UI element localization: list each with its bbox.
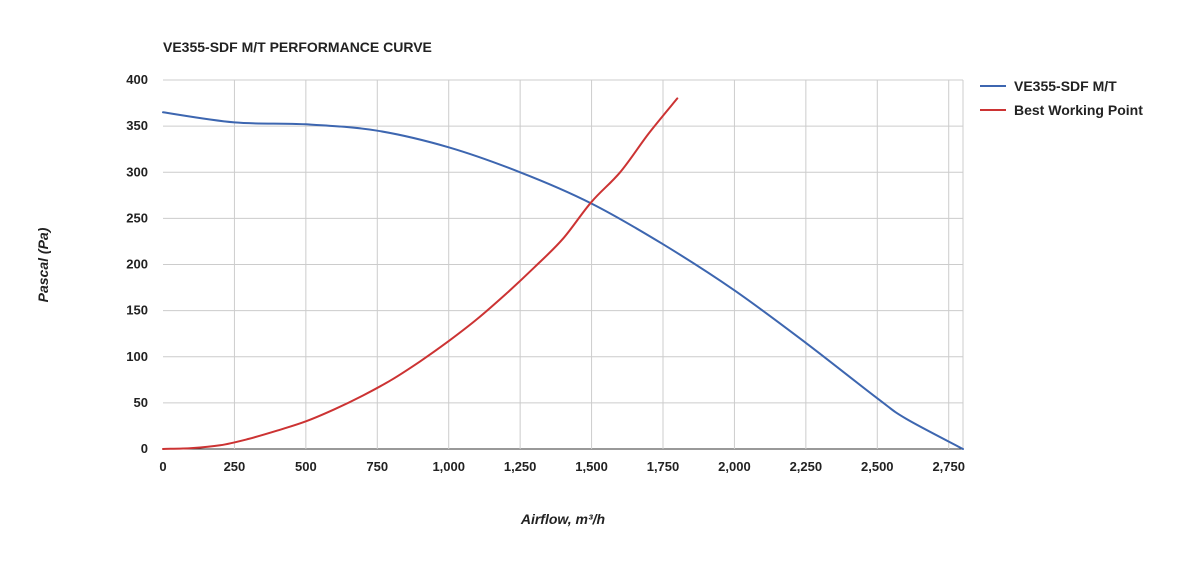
- y-tick-label: 200: [126, 257, 148, 272]
- x-axis-ticks: 0 250 500 750 1,000 1,250 1,500 1,750 2,000 2,250…: [159, 459, 965, 474]
- y-tick-label: 400: [126, 72, 148, 87]
- y-tick-label: 50: [134, 395, 148, 410]
- x-tick-label: 1,750: [647, 459, 680, 474]
- legend-label: Best Working Point: [1014, 102, 1143, 118]
- y-tick-label: 100: [126, 349, 148, 364]
- x-axis-title: Airflow, m³/h: [520, 511, 605, 527]
- legend-label: VE355-SDF M/T: [1014, 78, 1117, 94]
- x-tick-label: 2,500: [861, 459, 894, 474]
- x-tick-label: 750: [366, 459, 388, 474]
- y-tick-label: 300: [126, 164, 148, 179]
- x-tick-label: 2,750: [932, 459, 965, 474]
- y-tick-label: 0: [141, 441, 148, 456]
- x-tick-label: 1,500: [575, 459, 608, 474]
- series-line-0: [162, 111, 964, 450]
- y-tick-label: 350: [126, 118, 148, 133]
- legend: VE355-SDF M/T Best Working Point: [980, 78, 1143, 118]
- y-tick-label: 150: [126, 303, 148, 318]
- x-tick-label: 2,000: [718, 459, 751, 474]
- y-axis-ticks: 0 50 100 150 200 250 300 350 400: [126, 72, 148, 456]
- x-tick-label: 500: [295, 459, 317, 474]
- x-tick-label: 1,250: [504, 459, 537, 474]
- y-axis-title: Pascal (Pa): [35, 227, 51, 302]
- y-tick-label: 250: [126, 210, 148, 225]
- series-lines: [162, 97, 964, 450]
- x-tick-label: 1,000: [432, 459, 465, 474]
- grid: [163, 79, 964, 450]
- x-tick-label: 0: [159, 459, 166, 474]
- chart-title: VE355-SDF M/T PERFORMANCE CURVE: [163, 39, 432, 55]
- series-line-1: [162, 97, 679, 450]
- x-tick-label: 2,250: [790, 459, 823, 474]
- x-tick-label: 250: [224, 459, 246, 474]
